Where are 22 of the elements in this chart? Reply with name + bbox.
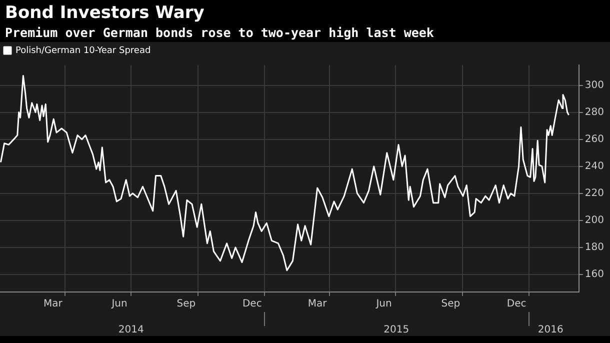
- x-tick-label: Jun: [110, 298, 128, 310]
- y-tick-label: 160: [584, 269, 604, 280]
- x-tick-label: Mar: [308, 298, 328, 310]
- x-tick-label: Sep: [441, 298, 460, 310]
- y-tick-label: 300: [584, 80, 604, 91]
- y-tick-label: 280: [584, 106, 604, 118]
- chart-subtitle: Premium over German bonds rose to two-year high last week: [4, 24, 435, 42]
- x-tick-label: Dec: [506, 298, 526, 310]
- x-tick-label: Mar: [43, 298, 64, 310]
- y-tick-label: 200: [584, 214, 604, 226]
- x-tick-label: Jun: [375, 298, 392, 310]
- y-tick-label: 220: [584, 188, 604, 199]
- x2-tick-label: 2016: [538, 324, 564, 336]
- legend-label: Polish/German 10-Year Spread: [16, 46, 151, 56]
- x-tick-label: Dec: [242, 298, 262, 310]
- chart-title: Bond Investors Wary: [4, 2, 206, 23]
- y-tick-label: 260: [584, 134, 604, 145]
- y-tick-label: 240: [584, 160, 604, 172]
- y-tick-label: 180: [584, 242, 604, 254]
- x2-tick-label: 2014: [118, 324, 144, 336]
- x2-tick-label: 2015: [384, 324, 410, 336]
- x-tick-label: Sep: [176, 298, 196, 310]
